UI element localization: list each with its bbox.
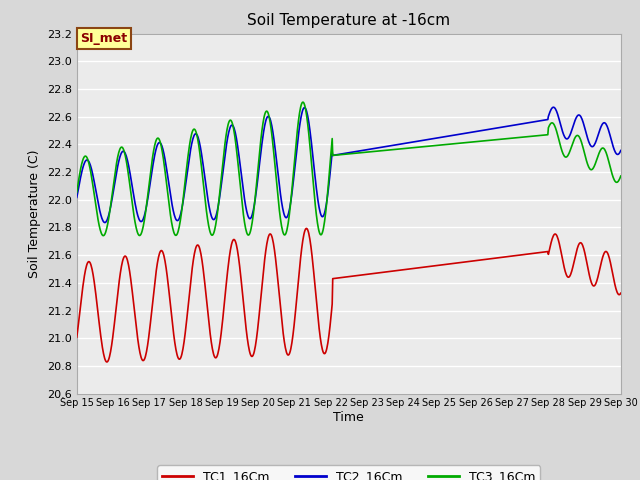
Text: SI_met: SI_met [81,32,127,45]
Title: Soil Temperature at -16cm: Soil Temperature at -16cm [247,13,451,28]
Legend: TC1_16Cm, TC2_16Cm, TC3_16Cm: TC1_16Cm, TC2_16Cm, TC3_16Cm [157,465,540,480]
X-axis label: Time: Time [333,411,364,424]
Y-axis label: Soil Temperature (C): Soil Temperature (C) [28,149,42,278]
